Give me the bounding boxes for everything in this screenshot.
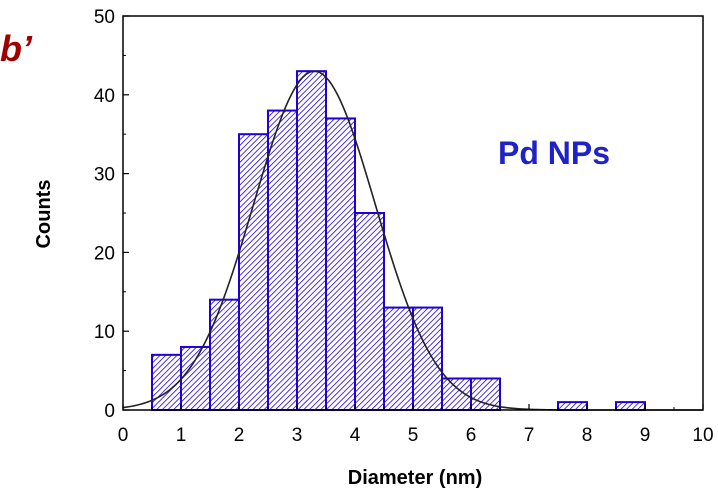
histogram-bar — [354, 212, 385, 411]
panel-label: b’ — [0, 28, 32, 69]
y-tick-label: 50 — [94, 7, 115, 28]
x-tick-label: 5 — [408, 425, 419, 446]
y-tick-label: 10 — [94, 322, 115, 343]
histogram-bar — [151, 353, 182, 411]
x-tick-label: 10 — [692, 425, 713, 446]
x-tick-label: 6 — [466, 425, 477, 446]
bars-group — [151, 70, 646, 412]
histogram-bar — [615, 401, 646, 411]
histogram-bar — [412, 306, 443, 411]
histogram-bar — [238, 133, 269, 411]
x-tick-label: 7 — [524, 425, 535, 446]
histogram-bar — [325, 117, 356, 411]
y-tick-label: 0 — [104, 401, 115, 422]
histogram-bar — [180, 345, 211, 411]
x-axis-label: Diameter (nm) — [348, 467, 482, 489]
histogram-bar — [296, 70, 327, 411]
x-tick-label: 8 — [582, 425, 593, 446]
x-tick-label: 0 — [118, 425, 129, 446]
x-tick-label: 3 — [292, 425, 303, 446]
ticks-group: 0 1 2 3 4 5 6 7 8 9 10 0 10 20 30 40 50 — [94, 7, 714, 446]
x-tick-label: 2 — [234, 425, 245, 446]
histogram-bar — [470, 377, 501, 412]
y-tick-label: 20 — [94, 243, 115, 264]
y-axis-label: Counts — [33, 180, 55, 249]
x-tick-label: 9 — [640, 425, 651, 446]
histogram-bar — [383, 306, 414, 411]
histogram-bar — [209, 298, 240, 411]
y-tick-label: 30 — [94, 165, 115, 186]
pd-nps-annotation: Pd NPs — [498, 135, 610, 171]
x-tick-label: 1 — [176, 425, 187, 446]
y-tick-label: 40 — [94, 86, 115, 107]
histogram-bar — [557, 401, 588, 411]
histogram-bar — [267, 109, 298, 411]
x-tick-label: 4 — [350, 425, 361, 446]
